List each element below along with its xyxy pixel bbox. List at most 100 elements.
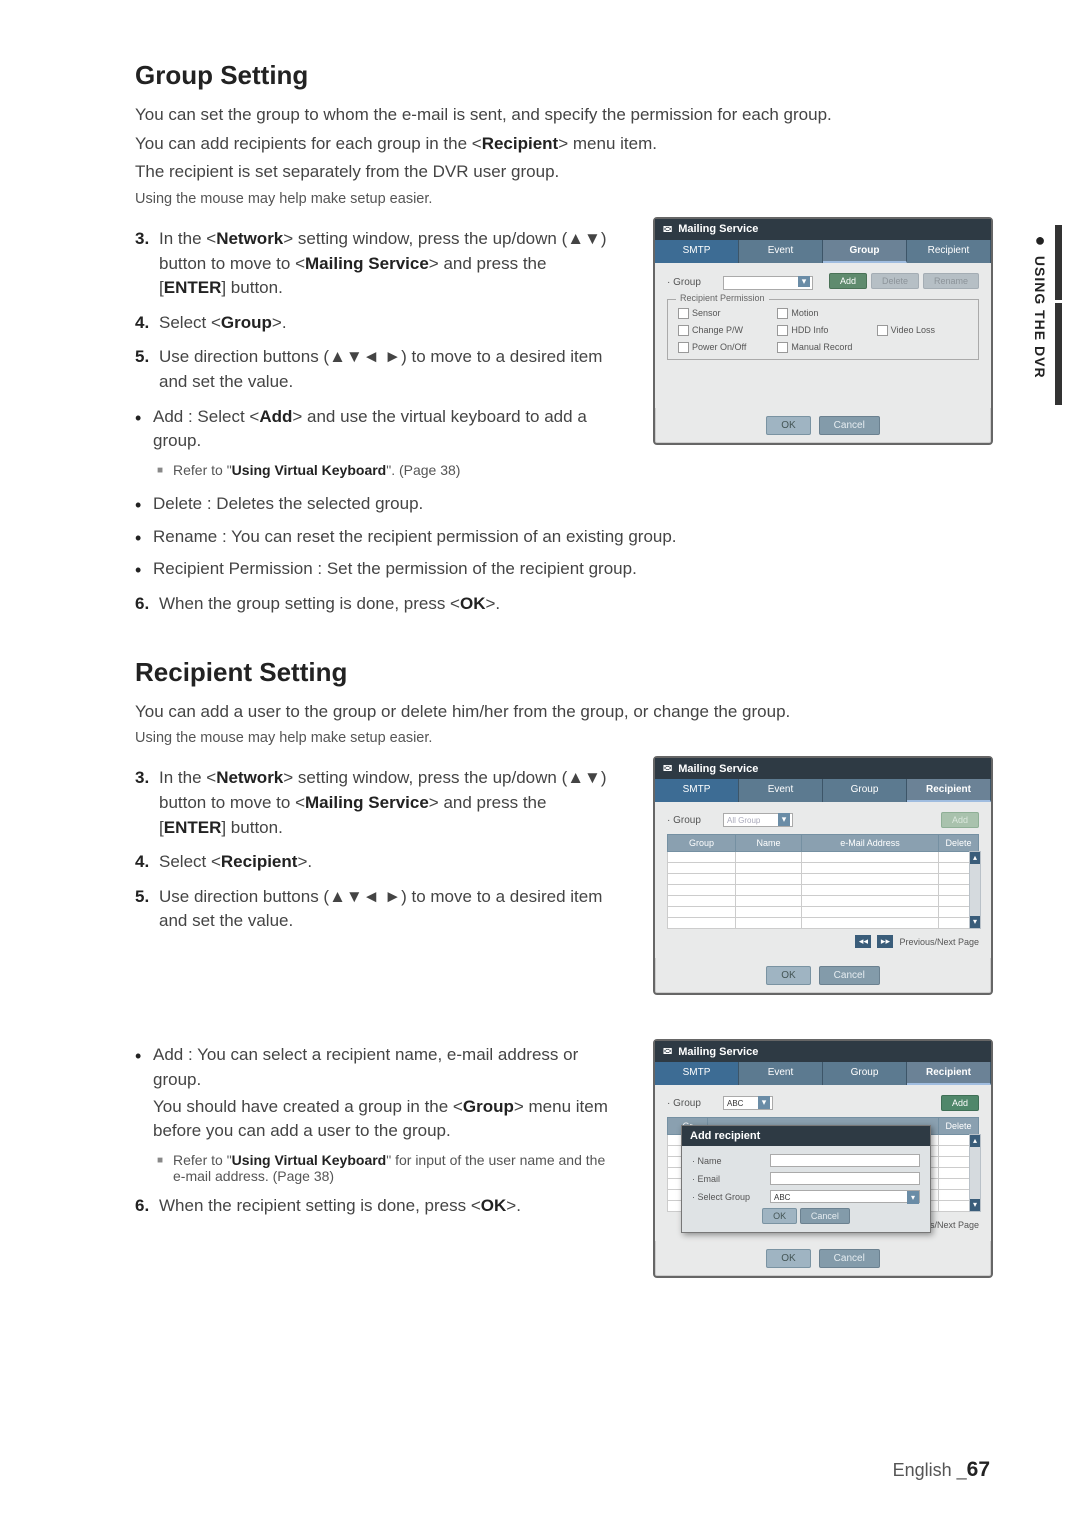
recipient-table: Group Name e-Mail Address Delete (667, 834, 979, 929)
screenshot-group-panel: ✉ Mailing Service SMTP Event Group Recipi… (653, 217, 993, 445)
ok-button[interactable]: OK (766, 416, 810, 435)
perm-motion[interactable]: Motion (777, 308, 868, 319)
tab-event[interactable]: Event (739, 779, 823, 802)
prev-page[interactable]: ◂◂ (855, 935, 871, 948)
next-page[interactable]: ▸▸ (877, 935, 893, 948)
mail-icon: ✉ (663, 223, 672, 236)
add-button[interactable]: Add (941, 1095, 979, 1111)
table-row (668, 896, 979, 907)
modal-email-label: · Email (692, 1174, 762, 1184)
sub-note: Refer to "Using Virtual Keyboard" for in… (135, 1152, 615, 1184)
step-3: 3.In the <Network> setting window, press… (135, 766, 615, 840)
hint: Using the mouse may help make setup easi… (135, 730, 990, 746)
step-5: 5.Use direction buttons (▲▼◄ ►) to move … (135, 885, 615, 934)
th-delete: Delete (939, 1118, 979, 1135)
perm-sensor[interactable]: Sensor (678, 308, 769, 319)
sub-note: Refer to "Using Virtual Keyboard". (Page… (135, 462, 615, 478)
tab-event[interactable]: Event (739, 1062, 823, 1085)
th-name: Name (735, 835, 801, 852)
group-label: · Group (667, 1098, 715, 1109)
modal-email-input[interactable] (770, 1172, 920, 1185)
panel-title: Mailing Service (678, 1046, 758, 1058)
delete-button[interactable]: Delete (871, 273, 919, 289)
bullet-delete: Delete : Deletes the selected group. (135, 492, 775, 517)
modal-select-label: · Select Group (692, 1192, 762, 1202)
perm-video[interactable]: Video Loss (877, 325, 968, 336)
group-label: · Group (667, 277, 715, 288)
cancel-button[interactable]: Cancel (819, 966, 880, 985)
scrollbar[interactable]: ▴▾ (969, 1134, 981, 1212)
mail-icon: ✉ (663, 762, 672, 775)
th-group: Group (668, 835, 736, 852)
perm-manual[interactable]: Manual Record (777, 342, 868, 353)
step-4: 4.Select <Group>. (135, 311, 615, 336)
ok-button[interactable]: OK (766, 966, 810, 985)
section-group-setting: Group Setting You can set the group to w… (135, 60, 990, 617)
perm-changepw[interactable]: Change P/W (678, 325, 769, 336)
panel-title: Mailing Service (678, 763, 758, 775)
heading-recipient-setting: Recipient Setting (135, 657, 990, 688)
tab-smtp[interactable]: SMTP (655, 240, 739, 263)
add-button[interactable]: Add (941, 812, 979, 828)
bullet-add: Add : Select <Add> and use the virtual k… (135, 405, 625, 454)
page-footer: English _67 (893, 1458, 990, 1482)
modal-cancel-button[interactable]: Cancel (800, 1208, 850, 1224)
para: You can add a user to the group or delet… (135, 700, 990, 725)
perm-power[interactable]: Power On/Off (678, 342, 769, 353)
add-recipient-modal: Add recipient · Name · Email · Select Gr… (681, 1125, 931, 1233)
bullet-permission: Recipient Permission : Set the permissio… (135, 557, 775, 582)
step-6: 6.When the recipient setting is done, pr… (135, 1194, 615, 1219)
hint: Using the mouse may help make setup easi… (135, 191, 990, 207)
rename-button[interactable]: Rename (923, 273, 979, 289)
modal-name-label: · Name (692, 1156, 762, 1166)
mail-icon: ✉ (663, 1045, 672, 1058)
th-delete: Delete (939, 835, 979, 852)
tab-group[interactable]: Group (823, 779, 907, 802)
screenshot-recipient-panel: ✉ Mailing Service SMTP Event Group Recipi… (653, 756, 993, 995)
table-row (668, 863, 979, 874)
bullet-rename: Rename : You can reset the recipient per… (135, 525, 775, 550)
cancel-button[interactable]: Cancel (819, 1249, 880, 1268)
para: The recipient is set separately from the… (135, 160, 990, 185)
group-select[interactable] (723, 276, 813, 290)
legend: Recipient Permission (676, 293, 769, 303)
cancel-button[interactable]: Cancel (819, 416, 880, 435)
pager-label: Previous/Next Page (899, 937, 979, 947)
tab-recipient[interactable]: Recipient (907, 779, 991, 802)
table-row (668, 852, 979, 863)
table-row (668, 874, 979, 885)
para: You can add recipients for each group in… (135, 132, 990, 157)
table-row (668, 918, 979, 929)
tab-smtp[interactable]: SMTP (655, 1062, 739, 1085)
tab-recipient[interactable]: Recipient (907, 240, 991, 263)
table-row (668, 907, 979, 918)
modal-title: Add recipient (682, 1126, 930, 1146)
scrollbar[interactable]: ▴▾ (969, 851, 981, 929)
step-6: 6.When the group setting is done, press … (135, 592, 615, 617)
modal-name-input[interactable] (770, 1154, 920, 1167)
modal-ok-button[interactable]: OK (762, 1208, 797, 1224)
bullet-add-recipient: Add : You can select a recipient name, e… (135, 1043, 625, 1144)
table-row (668, 885, 979, 896)
step-4: 4.Select <Recipient>. (135, 850, 615, 875)
para: You can set the group to whom the e-mail… (135, 103, 990, 128)
step-5: 5.Use direction buttons (▲▼◄ ►) to move … (135, 345, 615, 394)
modal-select-group[interactable]: ABC (770, 1190, 920, 1203)
section-recipient-setting: Recipient Setting You can add a user to … (135, 657, 990, 1293)
step-3: 3.In the <Network> setting window, press… (135, 227, 615, 301)
recipient-permission-fieldset: Recipient Permission Sensor Motion Chang… (667, 299, 979, 360)
tab-group[interactable]: Group (823, 240, 907, 263)
tab-recipient[interactable]: Recipient (907, 1062, 991, 1085)
tab-smtp[interactable]: SMTP (655, 779, 739, 802)
perm-hdd[interactable]: HDD Info (777, 325, 868, 336)
group-select[interactable]: ABC (723, 1096, 773, 1110)
add-button[interactable]: Add (829, 273, 867, 289)
screenshot-add-recipient-panel: ✉ Mailing Service SMTP Event Group Recipi… (653, 1039, 993, 1278)
group-label: · Group (667, 815, 715, 826)
th-email: e-Mail Address (801, 835, 938, 852)
ok-button[interactable]: OK (766, 1249, 810, 1268)
panel-title: Mailing Service (678, 223, 758, 235)
tab-event[interactable]: Event (739, 240, 823, 263)
tab-group[interactable]: Group (823, 1062, 907, 1085)
group-select[interactable]: All Group (723, 813, 793, 827)
